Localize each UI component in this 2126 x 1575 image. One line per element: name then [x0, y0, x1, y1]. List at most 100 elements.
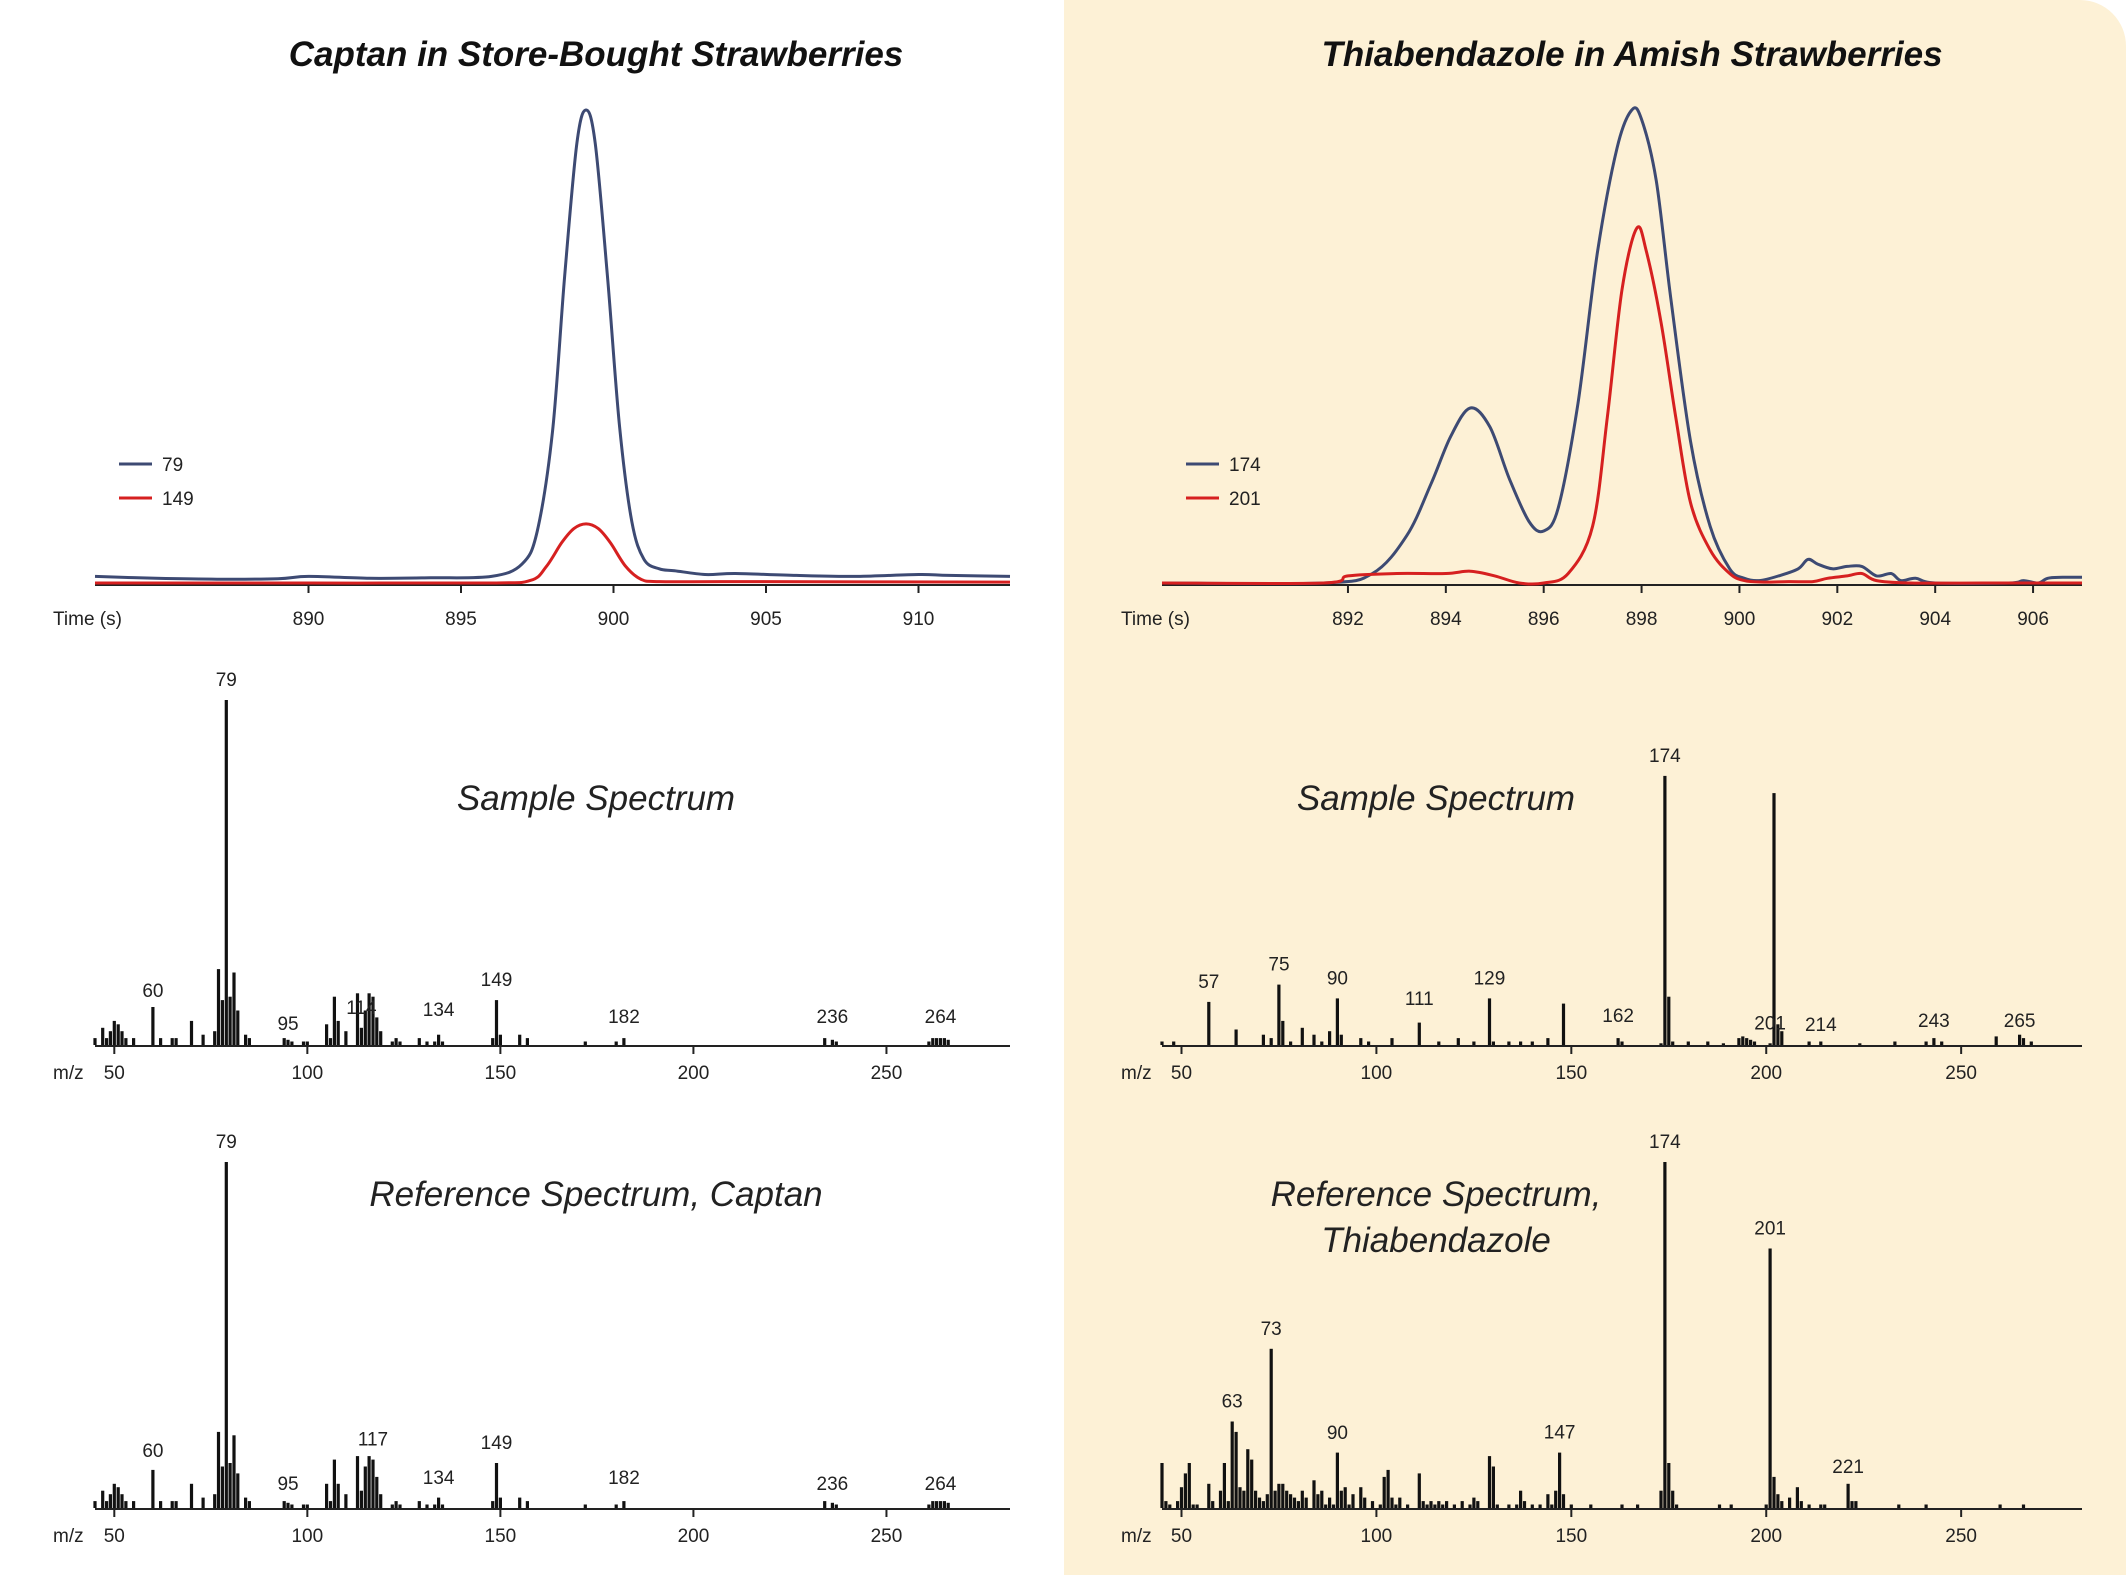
spectrum-bar [93, 1501, 97, 1508]
spectrum-bar [1316, 1494, 1320, 1508]
x-tick-label: 150 [1555, 1063, 1587, 1084]
series-line-79 [94, 108, 1011, 581]
peak-label: 57 [1198, 972, 1219, 993]
spectrum-bar [151, 1007, 155, 1045]
spectrum-bar [1468, 1504, 1472, 1508]
spectrum-bar [2029, 1041, 2033, 1045]
spectrum-bar [830, 1502, 834, 1508]
spectrum-bar [1281, 1483, 1285, 1508]
spectrum-bar [1671, 1041, 1675, 1045]
x-axis-title: m/z [53, 1526, 84, 1547]
x-tick-label: 100 [291, 1063, 323, 1084]
spectrum-bar [1234, 1029, 1238, 1045]
spectrum-bar [1706, 1041, 1710, 1045]
spectrum-bar [1764, 1504, 1768, 1508]
spectrum-bar [1671, 1490, 1675, 1508]
spectrum-bar [286, 1039, 290, 1045]
spectrum-bar [1242, 1490, 1246, 1508]
spectrum-bar [247, 1038, 251, 1045]
spectrum-bar [1663, 1162, 1667, 1508]
spectrum-bar [1795, 1487, 1799, 1508]
peak-label: 149 [481, 1433, 513, 1454]
x-tick-label: 50 [104, 1526, 125, 1547]
legend-label-201: 201 [1229, 489, 1261, 510]
spectrum-bar [344, 1494, 348, 1508]
spectrum-bar [170, 1038, 174, 1045]
spectrum-bar [1854, 1501, 1858, 1508]
spectrum-bar [367, 993, 371, 1046]
spectrum-bar [1558, 1452, 1562, 1508]
peak-label: 79 [216, 670, 237, 691]
spectrum-bar [1561, 1003, 1566, 1045]
spectrum-bar [1328, 1031, 1332, 1045]
spectrum-bar [1179, 1487, 1184, 1508]
spectrum-bar [213, 1494, 217, 1508]
spectrum-bar [1721, 1043, 1725, 1045]
spectrum-bar [614, 1041, 618, 1045]
x-tick-label: 150 [485, 1526, 517, 1547]
spectrum-bar [189, 1483, 194, 1508]
spectrum-bar [1530, 1504, 1534, 1508]
spectrum-bar [132, 1501, 136, 1508]
spectrum-bar [216, 1431, 221, 1508]
peak-label: 243 [1918, 1011, 1950, 1032]
spectrum-title: Sample Spectrum [457, 779, 735, 818]
peak-label: 79 [216, 1132, 237, 1153]
spectrum-bar [614, 1504, 618, 1508]
spectrum-bar [1183, 1473, 1187, 1508]
spectrum-bar [375, 1017, 379, 1045]
spectrum-bar [189, 1020, 194, 1045]
left-reference-spectrum: Reference Spectrum, Captan m/z 50 100 150 200… [53, 1132, 1010, 1547]
spectrum-bar [1441, 1504, 1445, 1508]
peak-label: 95 [277, 1014, 298, 1035]
spectrum-bar [1331, 1504, 1336, 1508]
peak-label: 182 [608, 1007, 640, 1028]
spectrum-bar [1222, 1463, 1226, 1508]
spectrum-bar [170, 1501, 174, 1508]
spectrum-bar [328, 1038, 333, 1045]
spectrum-bar [367, 1456, 371, 1508]
spectrum-bar [290, 1504, 294, 1508]
spectrum-bar [1211, 1501, 1215, 1508]
spectrum-bar [355, 1456, 360, 1508]
spectrum-bar [1507, 1504, 1511, 1508]
spectrum-bar [398, 1504, 402, 1508]
spectrum-bar [332, 996, 336, 1045]
x-tick-label: 50 [104, 1063, 125, 1084]
spectrum-title: Thiabendazole [1321, 1221, 1551, 1260]
x-tick-label: 900 [1724, 609, 1756, 630]
x-axis-title: m/z [1121, 1063, 1152, 1084]
spectrum-bar [1472, 1497, 1476, 1508]
spectrum-bar [1994, 1036, 1998, 1045]
x-tick-label: 50 [1171, 1063, 1192, 1084]
spectrum-bar [1261, 1501, 1265, 1508]
spectrum-bar [124, 1501, 128, 1508]
spectrum-bar [1667, 996, 1671, 1045]
right-chromatogram: Thiabendazole in Amish Strawberries Time … [1121, 35, 2083, 630]
spectrum-bar [244, 1034, 248, 1045]
spectrum-bar [1168, 1504, 1172, 1508]
spectrum-bar [1636, 1504, 1640, 1508]
peak-label: 134 [423, 1468, 455, 1489]
spectrum-bar [1776, 1024, 1780, 1045]
spectrum-bar [305, 1504, 309, 1508]
spectrum-bar [1530, 1041, 1534, 1045]
spectrum-bar [1515, 1504, 1519, 1508]
spectrum-bar [336, 1020, 340, 1045]
spectrum-bar [394, 1501, 398, 1508]
spectrum-bar [116, 1487, 120, 1508]
peak-label: 265 [2004, 1011, 2036, 1032]
spectrum-bar [1472, 1041, 1476, 1045]
spectrum-bar [425, 1041, 429, 1045]
spectrum-bar [282, 1038, 286, 1045]
spectrum-bar [1285, 1490, 1289, 1508]
peak-label: 147 [1544, 1423, 1576, 1444]
spectrum-bar [1160, 1463, 1164, 1508]
spectrum-bar [1616, 1038, 1620, 1045]
spectrum-title: Reference Spectrum, Captan [369, 1175, 822, 1214]
spectrum-bar [112, 1020, 116, 1045]
right-reference-spectrum: Reference Spectrum, Thiabendazole m/z 50 100… [1121, 1132, 2082, 1547]
spectrum-bar [1807, 1504, 1811, 1508]
spectrum-bar [1300, 1490, 1304, 1508]
